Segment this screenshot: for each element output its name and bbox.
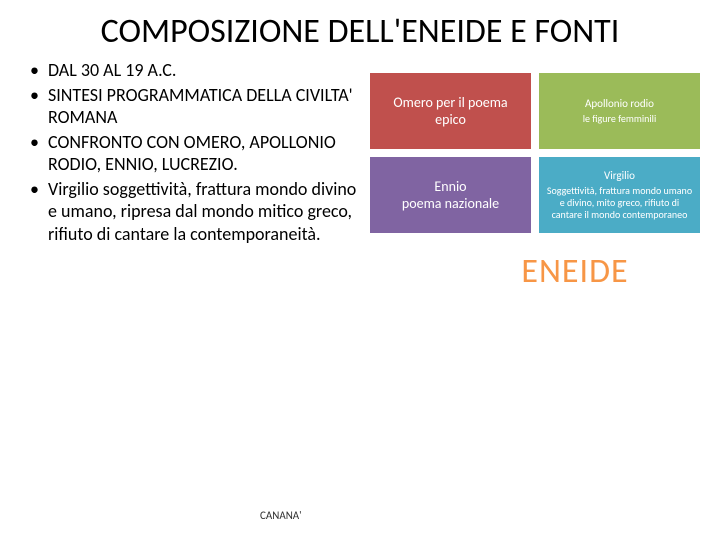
box-apollonio: Apollonio rodio le figure femminili <box>539 73 700 149</box>
box-omero: Omero per il poema epico <box>370 73 531 149</box>
page-title: COMPOSIZIONE DELL'ENEIDE E FONTI <box>0 0 720 59</box>
box-virgilio: Virgilio Soggettività, frattura mondo um… <box>539 157 700 233</box>
box-ennio: Ennio poema nazionale <box>370 157 531 233</box>
box-line2: poema nazionale <box>376 195 525 213</box>
box-line2: epico <box>376 111 525 129</box>
bullet-item: CONFRONTO CON OMERO, APOLLONIO RODIO, EN… <box>48 131 360 176</box>
boxes-grid: Omero per il poema epico Apollonio rodio… <box>370 73 700 233</box>
boxes-column: Omero per il poema epico Apollonio rodio… <box>370 59 700 292</box>
content-area: DAL 30 AL 19 A.C. SINTESI PROGRAMMATICA … <box>0 59 720 292</box>
bullet-column: DAL 30 AL 19 A.C. SINTESI PROGRAMMATICA … <box>30 59 370 292</box>
eneide-label: ENEIDE <box>370 251 700 292</box>
box-line1: Omero per il poema <box>376 94 525 112</box>
box-line1: Apollonio rodio <box>545 97 694 111</box>
bullet-list: DAL 30 AL 19 A.C. SINTESI PROGRAMMATICA … <box>30 59 360 245</box>
bullet-item: SINTESI PROGRAMMATICA DELLA CIVILTA' ROM… <box>48 84 360 129</box>
box-line2: Soggettività, frattura mondo umano e div… <box>545 185 694 221</box>
bullet-item: Virgilio soggettività, frattura mondo di… <box>48 178 360 246</box>
footer-text: CANANA' <box>260 509 302 522</box>
box-line1: Virgilio <box>545 169 694 183</box>
box-line2: le figure femminili <box>545 113 694 125</box>
bullet-item: DAL 30 AL 19 A.C. <box>48 59 360 82</box>
box-line1: Ennio <box>376 178 525 196</box>
